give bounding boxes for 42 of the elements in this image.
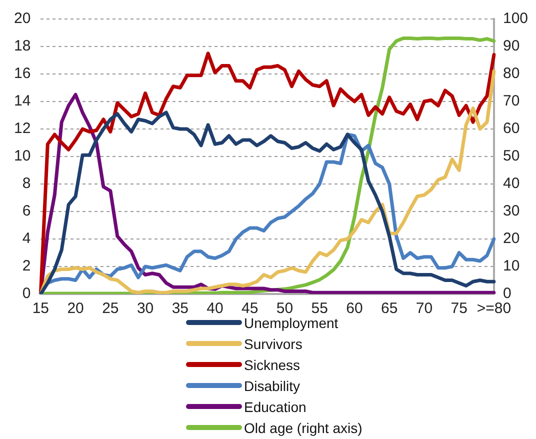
x-tick-label: 65 bbox=[381, 300, 398, 318]
x-tick-label: 60 bbox=[346, 300, 363, 318]
y2-tick-label: 0 bbox=[502, 285, 512, 302]
x-tick-label: 45 bbox=[242, 300, 258, 318]
y2-tick-label: 10 bbox=[502, 258, 520, 275]
y-tick-label: 14 bbox=[14, 92, 31, 110]
x-tick-label: 70 bbox=[416, 300, 433, 318]
y2-tick-label: 30 bbox=[502, 202, 520, 220]
y2-tick-label: 90 bbox=[502, 38, 520, 55]
legend-label: Education bbox=[244, 398, 306, 414]
y-tick-label: 12 bbox=[14, 120, 31, 138]
x-tick-label: 50 bbox=[276, 300, 294, 318]
y2-tick-label: 20 bbox=[502, 230, 520, 248]
x-tick-label: 35 bbox=[172, 300, 188, 318]
y-tick-label: 8 bbox=[22, 175, 31, 192]
x-tick-label: 40 bbox=[206, 300, 224, 318]
y-tick-label: 6 bbox=[22, 202, 31, 220]
x-tick-label: 55 bbox=[311, 300, 328, 318]
legend-label: Disability bbox=[244, 378, 300, 394]
y-tick-label: 4 bbox=[22, 230, 31, 248]
y-tick-label: 10 bbox=[14, 148, 31, 165]
y2-tick-label: 80 bbox=[502, 65, 520, 82]
x-tick-label: 20 bbox=[67, 300, 84, 318]
y2-tick-label: 60 bbox=[502, 120, 520, 138]
y-tick-label: 18 bbox=[14, 38, 31, 55]
y2-tick-label: 100 bbox=[502, 10, 528, 28]
x-tick-label: 15 bbox=[32, 300, 50, 318]
x-tick-label: 30 bbox=[136, 300, 154, 318]
y2-tick-label: 40 bbox=[502, 175, 520, 192]
x-tick-label: 75 bbox=[450, 300, 468, 318]
y2-tick-label: 50 bbox=[502, 148, 520, 165]
legend-label: Sickness bbox=[244, 356, 300, 372]
legend-label: Old age (right axis) bbox=[244, 420, 362, 436]
y-tick-label: 2 bbox=[22, 258, 31, 275]
x-tick-label: 25 bbox=[102, 300, 119, 318]
x-tick-label: >=80 bbox=[476, 300, 512, 318]
y2-tick-label: 70 bbox=[502, 92, 520, 110]
y-tick-label: 16 bbox=[14, 65, 31, 82]
y-tick-label: 20 bbox=[14, 10, 31, 28]
y-tick-label: 0 bbox=[22, 285, 31, 302]
legend-label: Survivors bbox=[244, 336, 302, 352]
legend-label: Unemployment bbox=[244, 314, 338, 330]
